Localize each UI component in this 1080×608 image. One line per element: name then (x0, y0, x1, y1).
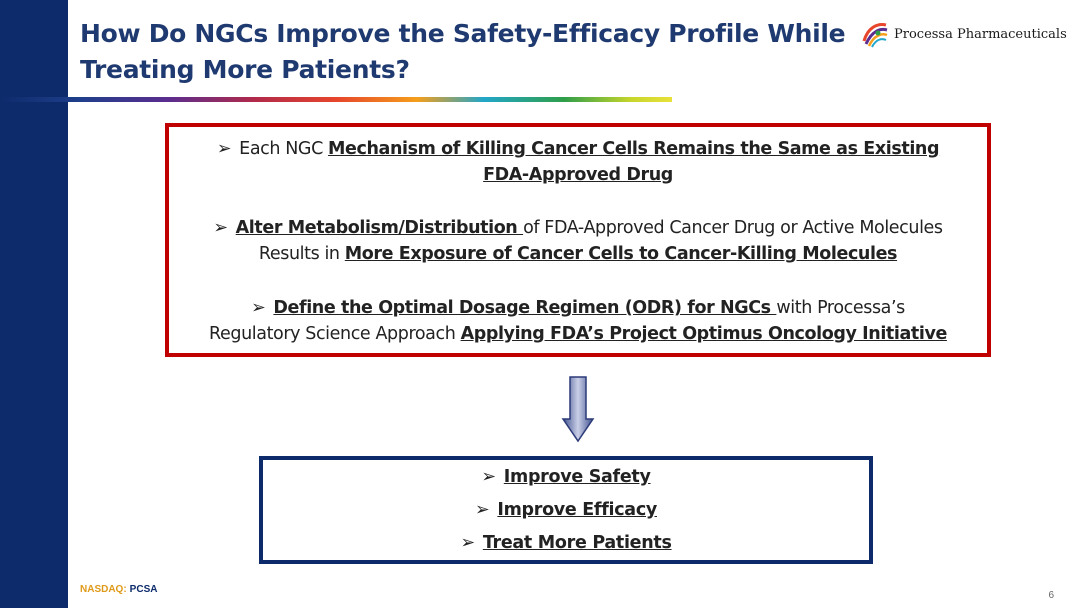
bullet-3-line-2-prefix: Regulatory Science Approach (209, 324, 461, 344)
arrowhead-bullet-icon: ➢ (213, 218, 228, 238)
page-number: 6 (1048, 590, 1054, 601)
footer-exchange: NASDAQ: (80, 584, 127, 595)
arrowhead-bullet-icon: ➢ (216, 139, 232, 159)
logo-text: Processa Pharmaceuticals (894, 26, 1067, 42)
bullet-3: ➢ Define the Optimal Dosage Regimen (ODR)… (169, 295, 987, 347)
processa-logo-icon (862, 23, 888, 48)
down-arrow-icon (561, 376, 595, 443)
left-sidebar-band (0, 0, 68, 608)
outcome-label-2: Improve Efficacy (497, 500, 657, 520)
title-line-2: Treating More Patients? (80, 55, 410, 84)
outcomes-box: ➢ Improve Safety ➢ Improve Efficacy ➢ Treat… (259, 456, 873, 564)
arrowhead-bullet-icon: ➢ (251, 298, 266, 318)
outcome-item-1: ➢ Improve Safety (263, 464, 869, 490)
rainbow-divider (0, 97, 672, 102)
arrowhead-bullet-icon: ➢ (481, 467, 496, 487)
bullet-3-emphasis-1: Define the Optimal Dosage Regimen (ODR) … (273, 298, 777, 318)
arrowhead-bullet-icon: ➢ (460, 533, 475, 553)
bullet-1: ➢ Each NGC Mechanism of Killing Cancer Ce… (169, 136, 987, 188)
outcome-label-3: Treat More Patients (482, 533, 672, 553)
arrowhead-bullet-icon: ➢ (474, 500, 490, 520)
footer-ticker-symbol: PCSA (129, 584, 158, 595)
bullet-2-emphasis-2: More Exposure of Cancer Cells to Cancer-… (344, 244, 898, 264)
bullet-1-emphasis-line-1: Mechanism of Killing Cancer Cells Remain… (328, 139, 940, 159)
footer-ticker: NASDAQ: PCSA (80, 584, 157, 595)
bullet-3-middle: with Processa’s (776, 298, 905, 318)
bullet-2-emphasis-1: Alter Metabolism/Distribution (235, 218, 524, 238)
bullet-1-emphasis-line-2: FDA-Approved Drug (483, 165, 673, 185)
mechanism-box: ➢ Each NGC Mechanism of Killing Cancer Ce… (165, 123, 991, 357)
company-logo: Processa Pharmaceuticals (860, 18, 1067, 50)
bullet-2-middle: of FDA-Approved Cancer Drug or Active Mo… (523, 218, 943, 238)
outcome-item-2: ➢ Improve Efficacy (263, 497, 869, 523)
bullet-2: ➢ Alter Metabolism/Distribution of FDA-Ap… (169, 215, 987, 267)
bullet-1-prefix: Each NGC (239, 139, 329, 159)
bullet-2-line-2-prefix: Results in (258, 244, 345, 264)
outcome-item-3: ➢ Treat More Patients (263, 530, 869, 556)
outcome-label-1: Improve Safety (503, 467, 651, 487)
title-line-1: How Do NGCs Improve the Safety-Efficacy … (80, 19, 846, 48)
slide-title: How Do NGCs Improve the Safety-Efficacy … (80, 16, 846, 88)
bullet-3-emphasis-2: Applying FDA’s Project Optimus Oncology … (460, 324, 948, 344)
